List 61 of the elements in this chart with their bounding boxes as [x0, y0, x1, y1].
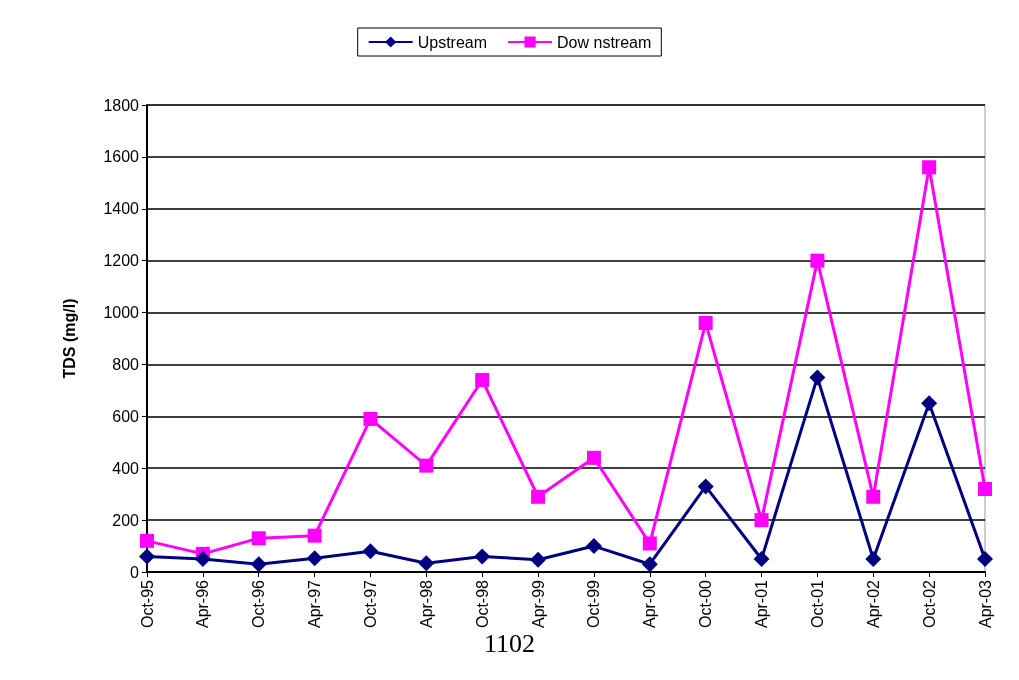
- point: [139, 548, 155, 565]
- point: [418, 555, 435, 572]
- x-tick-label: Apr-99: [529, 579, 547, 629]
- point: [251, 531, 266, 546]
- x-tick-label: Apr-02: [864, 579, 882, 629]
- point: [697, 478, 714, 495]
- point: [642, 536, 657, 551]
- point: [474, 548, 491, 565]
- x-tick-label: Oct-97: [361, 579, 379, 629]
- point: [809, 369, 826, 386]
- point: [362, 543, 379, 560]
- point: [530, 551, 547, 568]
- x-tick-label: Oct-00: [697, 579, 715, 629]
- x-tick-label: Oct-96: [250, 579, 268, 629]
- point: [978, 481, 992, 496]
- point: [865, 551, 882, 568]
- point: [475, 373, 490, 388]
- y-axis-title: TDS (mg/l): [60, 298, 78, 379]
- x-tick-label: Oct-02: [920, 579, 938, 629]
- y-tick-label: 1400: [103, 200, 140, 218]
- legend-label: Upstream: [417, 33, 488, 51]
- point: [586, 450, 601, 465]
- y-tick-label: 0: [130, 563, 140, 581]
- x-tick-label: Apr-01: [753, 579, 771, 629]
- point: [922, 160, 937, 175]
- y-tick-label: 800: [112, 355, 140, 373]
- y-tick-label: 1000: [103, 304, 140, 322]
- y-tick-label: 600: [112, 407, 140, 425]
- x-tick-label: Oct-95: [138, 579, 156, 629]
- x-tick-label: Oct-98: [473, 579, 491, 629]
- x-tick-label: Apr-03: [976, 579, 994, 629]
- x-tick-label: Oct-01: [808, 579, 826, 629]
- point: [698, 315, 713, 330]
- y-tick-label: 1600: [103, 148, 140, 166]
- point: [531, 489, 546, 504]
- y-tick-label: 400: [112, 459, 140, 477]
- point: [754, 513, 769, 528]
- point: [977, 551, 993, 568]
- point: [307, 528, 322, 543]
- point: [810, 253, 825, 268]
- point: [585, 538, 602, 555]
- x-tick-label: Apr-97: [306, 579, 324, 629]
- x-tick-label: Apr-00: [641, 579, 659, 629]
- point: [250, 556, 267, 573]
- point: [419, 458, 434, 473]
- point: [753, 551, 770, 568]
- point: [363, 411, 378, 426]
- point: [194, 551, 211, 568]
- legend-label: Dow nstream: [557, 33, 652, 51]
- point: [866, 489, 881, 504]
- x-tick-label: Oct-99: [585, 579, 603, 629]
- y-tick-label: 1800: [103, 96, 140, 114]
- point: [921, 395, 938, 412]
- point: [140, 533, 154, 548]
- point: [641, 556, 658, 573]
- point: [306, 550, 323, 567]
- y-tick-label: 200: [112, 511, 140, 529]
- text: 1102: [483, 628, 536, 658]
- x-tick-label: Apr-98: [417, 579, 435, 629]
- y-tick-label: 1200: [103, 252, 140, 270]
- x-tick-label: Apr-96: [194, 579, 212, 629]
